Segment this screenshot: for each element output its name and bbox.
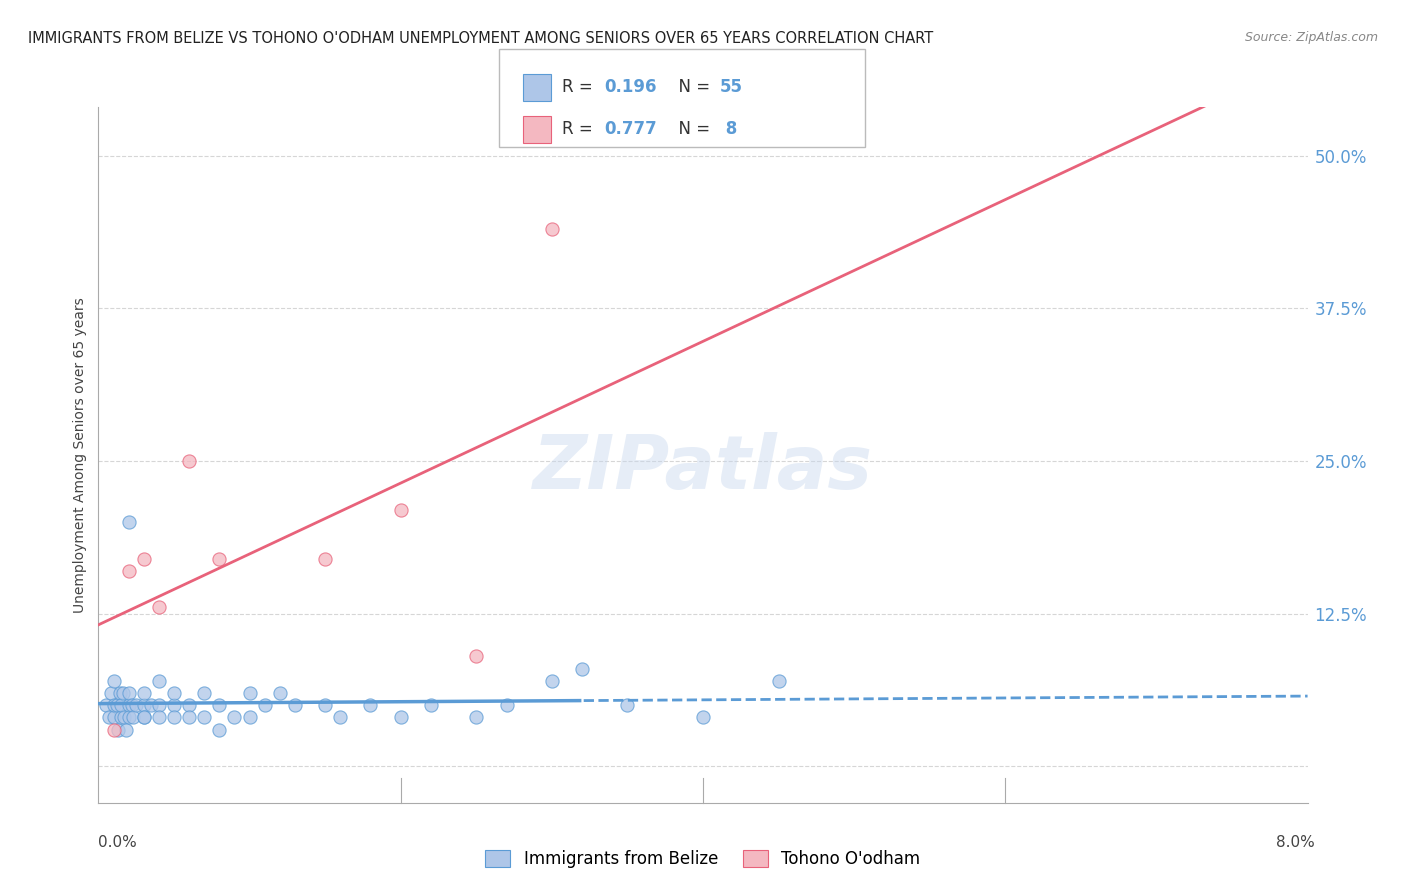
Text: N =: N = <box>668 78 716 96</box>
Legend: Immigrants from Belize, Tohono O'odham: Immigrants from Belize, Tohono O'odham <box>479 843 927 875</box>
Point <box>148 698 170 713</box>
Point <box>193 686 215 700</box>
Point <box>208 698 231 713</box>
Text: 0.777: 0.777 <box>605 120 658 138</box>
Point <box>107 723 129 737</box>
Point <box>208 723 231 737</box>
Point <box>571 661 593 675</box>
Point <box>103 723 125 737</box>
Point <box>111 686 134 700</box>
Point <box>125 698 148 713</box>
Text: 0.0%: 0.0% <box>98 836 138 850</box>
Point <box>122 710 145 724</box>
Point <box>148 673 170 688</box>
Point <box>360 698 382 713</box>
Point <box>269 686 291 700</box>
Point <box>103 698 125 713</box>
Text: N =: N = <box>668 120 716 138</box>
Text: 8: 8 <box>720 120 737 138</box>
Point <box>495 698 517 713</box>
Point <box>148 710 170 724</box>
Point <box>224 710 246 724</box>
Point <box>179 698 201 713</box>
Point <box>121 698 143 713</box>
Y-axis label: Unemployment Among Seniors over 65 years: Unemployment Among Seniors over 65 years <box>73 297 87 613</box>
Text: 8.0%: 8.0% <box>1275 836 1315 850</box>
Point <box>118 686 141 700</box>
Point <box>105 698 128 713</box>
Point <box>112 710 135 724</box>
Point <box>163 698 186 713</box>
Point <box>110 710 132 724</box>
Point <box>389 503 412 517</box>
Point <box>118 710 141 724</box>
Point <box>465 710 488 724</box>
Point <box>114 723 136 737</box>
Point <box>239 710 262 724</box>
Text: 0.196: 0.196 <box>605 78 657 96</box>
Point <box>465 649 488 664</box>
Point <box>314 551 336 566</box>
Point <box>179 454 201 468</box>
Point <box>541 673 564 688</box>
Point <box>314 698 336 713</box>
Point <box>141 698 163 713</box>
Point <box>103 673 125 688</box>
Point <box>103 710 125 724</box>
Point <box>94 698 117 713</box>
Point <box>420 698 443 713</box>
Point <box>118 564 141 578</box>
Text: ZIPatlas: ZIPatlas <box>533 433 873 506</box>
Point <box>692 710 714 724</box>
Point <box>118 515 141 529</box>
Point <box>163 686 186 700</box>
Point <box>329 710 352 724</box>
Text: R =: R = <box>562 78 599 96</box>
Point <box>132 551 155 566</box>
Point <box>110 698 132 713</box>
Point <box>541 222 564 236</box>
Point <box>239 686 262 700</box>
Point <box>253 698 276 713</box>
Point <box>208 551 231 566</box>
Point <box>148 600 170 615</box>
Point <box>163 710 186 724</box>
Point <box>100 686 122 700</box>
Text: Source: ZipAtlas.com: Source: ZipAtlas.com <box>1244 31 1378 45</box>
Text: IMMIGRANTS FROM BELIZE VS TOHONO O'ODHAM UNEMPLOYMENT AMONG SENIORS OVER 65 YEAR: IMMIGRANTS FROM BELIZE VS TOHONO O'ODHAM… <box>28 31 934 46</box>
Point <box>389 710 412 724</box>
Point <box>132 686 155 700</box>
Point <box>108 686 131 700</box>
Point <box>98 710 121 724</box>
Point <box>132 710 155 724</box>
Point <box>616 698 638 713</box>
Text: 55: 55 <box>720 78 742 96</box>
Text: R =: R = <box>562 120 599 138</box>
Point <box>132 710 155 724</box>
Point <box>768 673 790 688</box>
Point <box>179 710 201 724</box>
Point <box>284 698 307 713</box>
Point <box>193 710 215 724</box>
Point <box>132 698 155 713</box>
Point <box>118 698 141 713</box>
